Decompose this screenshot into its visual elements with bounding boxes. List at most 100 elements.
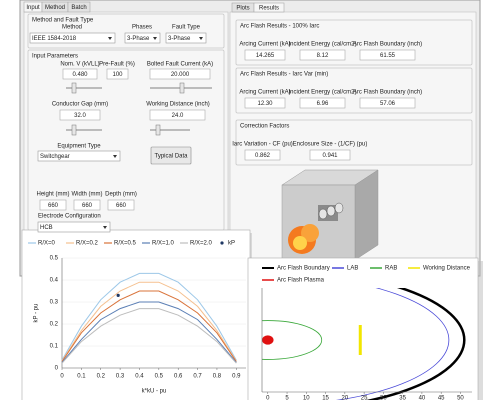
slider-thumb[interactable]: [155, 124, 161, 136]
tab[interactable]: [253, 2, 285, 13]
series-line: [61, 308, 237, 364]
field-label: Width (mm): [72, 192, 103, 198]
x-tick-label: 0.8: [213, 374, 222, 380]
button[interactable]: [150, 146, 192, 165]
y-tick-label: 0.3: [50, 300, 59, 306]
text-field[interactable]: [299, 49, 346, 61]
text-field[interactable]: [59, 109, 101, 121]
slider-thumb[interactable]: [179, 82, 185, 94]
field-value: 0.862: [255, 153, 271, 159]
field-label: Incident Energy (cal/cm2): [288, 42, 356, 48]
slider-thumb[interactable]: [71, 82, 77, 94]
group-box: [235, 119, 473, 166]
field-label: Equipment Type: [57, 144, 101, 150]
group-title: Correction Factors: [240, 124, 289, 130]
boundary: [365, 288, 466, 400]
text-field[interactable]: [359, 49, 416, 61]
legend-label: R/X=0.5: [114, 241, 137, 247]
field-value: 660: [48, 203, 59, 209]
group-title: Method and Fault Type: [32, 18, 94, 24]
dropdown[interactable]: [165, 32, 207, 44]
kp-point: [116, 293, 120, 297]
legend-label: RAB: [385, 266, 397, 272]
x-axis-label: k*kU - pu: [142, 389, 167, 395]
field-label: Iarc Variation - CF (pu): [232, 142, 293, 148]
boundary: [262, 320, 323, 360]
y-tick-label: 0.2: [50, 322, 59, 328]
field-value: 660: [116, 203, 127, 209]
legend-label: LAB: [347, 266, 358, 272]
legend-label: Arc Flash Plasma: [277, 278, 325, 284]
electrode: [334, 202, 344, 214]
group-box: [27, 49, 225, 231]
field-label: Height (mm): [36, 192, 69, 198]
text-field[interactable]: [299, 97, 346, 109]
tab-label: Batch: [71, 5, 86, 11]
y-tick-label: 0.5: [50, 256, 59, 262]
field-label: Arcing Current (kA): [239, 90, 290, 96]
legend-label: kP: [228, 241, 235, 247]
legend-label: R/X=2.0: [190, 241, 213, 247]
x-tick-label: 0.9: [232, 374, 241, 380]
text-field[interactable]: [359, 97, 416, 109]
dropdown[interactable]: [29, 32, 116, 44]
plot-area: [262, 288, 466, 400]
text-field[interactable]: [106, 68, 129, 80]
dropdown-value: IEEE 1584-2018: [32, 36, 77, 42]
dropdown-arrow: [113, 155, 117, 158]
tab-label: Results: [259, 6, 279, 12]
tab-label: Plots: [236, 6, 249, 12]
x-tick-label: 5: [285, 396, 289, 400]
legend-label: Arc Flash Boundary: [277, 266, 330, 272]
dropdown[interactable]: [37, 221, 111, 233]
button-label: Typical Data: [154, 154, 188, 160]
legend-label: R/X=1.0: [152, 241, 175, 247]
dropdown[interactable]: [124, 32, 161, 44]
x-tick-label: 0.6: [174, 374, 183, 380]
dropdown[interactable]: [37, 150, 121, 162]
field-label: Method: [62, 25, 82, 31]
field-label: Arc Flash Boundary (inch): [353, 42, 422, 48]
arc-plasma: [262, 335, 274, 345]
field-label: Fault Type: [172, 25, 201, 31]
dropdown-value: HCB: [40, 225, 53, 231]
field-label: Enclosure Size - (1/CF) (pu): [293, 142, 368, 148]
x-tick-label: 0.4: [135, 374, 144, 380]
tab[interactable]: [67, 1, 91, 13]
group-title: Input Parameters: [32, 54, 78, 60]
text-field[interactable]: [149, 109, 206, 121]
text-field[interactable]: [244, 97, 286, 109]
text-field[interactable]: [149, 68, 211, 80]
field-value: 14.265: [256, 53, 275, 59]
series-line: [61, 272, 237, 361]
field-value: 0.941: [322, 153, 338, 159]
field-value: 12.30: [257, 101, 273, 107]
field-value: 24.0: [172, 113, 184, 119]
legend-label: R/X=0.2: [76, 241, 99, 247]
slider-thumb[interactable]: [71, 124, 77, 136]
text-field[interactable]: [73, 199, 101, 211]
arc-chart-panel: [247, 257, 479, 400]
field-value: 57.06: [380, 101, 396, 107]
dropdown-arrow: [153, 37, 157, 40]
field-label: Phases: [132, 25, 152, 31]
text-field[interactable]: [309, 149, 351, 161]
field-value: 8.12: [317, 53, 329, 59]
text-field[interactable]: [107, 199, 135, 211]
field-label: Arc Flash Boundary (inch): [353, 90, 422, 96]
x-tick-label: 30: [380, 396, 387, 400]
text-field[interactable]: [39, 199, 67, 211]
field-label: Electrode Configuration: [38, 214, 101, 220]
dropdown-value: Switchgear: [40, 154, 70, 160]
electrode: [326, 205, 336, 217]
text-field[interactable]: [62, 68, 98, 80]
x-tick-label: 0: [60, 374, 64, 380]
group-box: [235, 67, 473, 114]
x-tick-label: 10: [303, 396, 310, 400]
y-tick-label: 0.1: [50, 344, 59, 350]
text-field[interactable]: [244, 49, 286, 61]
text-field[interactable]: [244, 149, 281, 161]
dropdown-arrow: [199, 37, 203, 40]
field-value: 61.55: [380, 53, 396, 59]
field-label: Pre-Fault (%): [99, 62, 135, 68]
